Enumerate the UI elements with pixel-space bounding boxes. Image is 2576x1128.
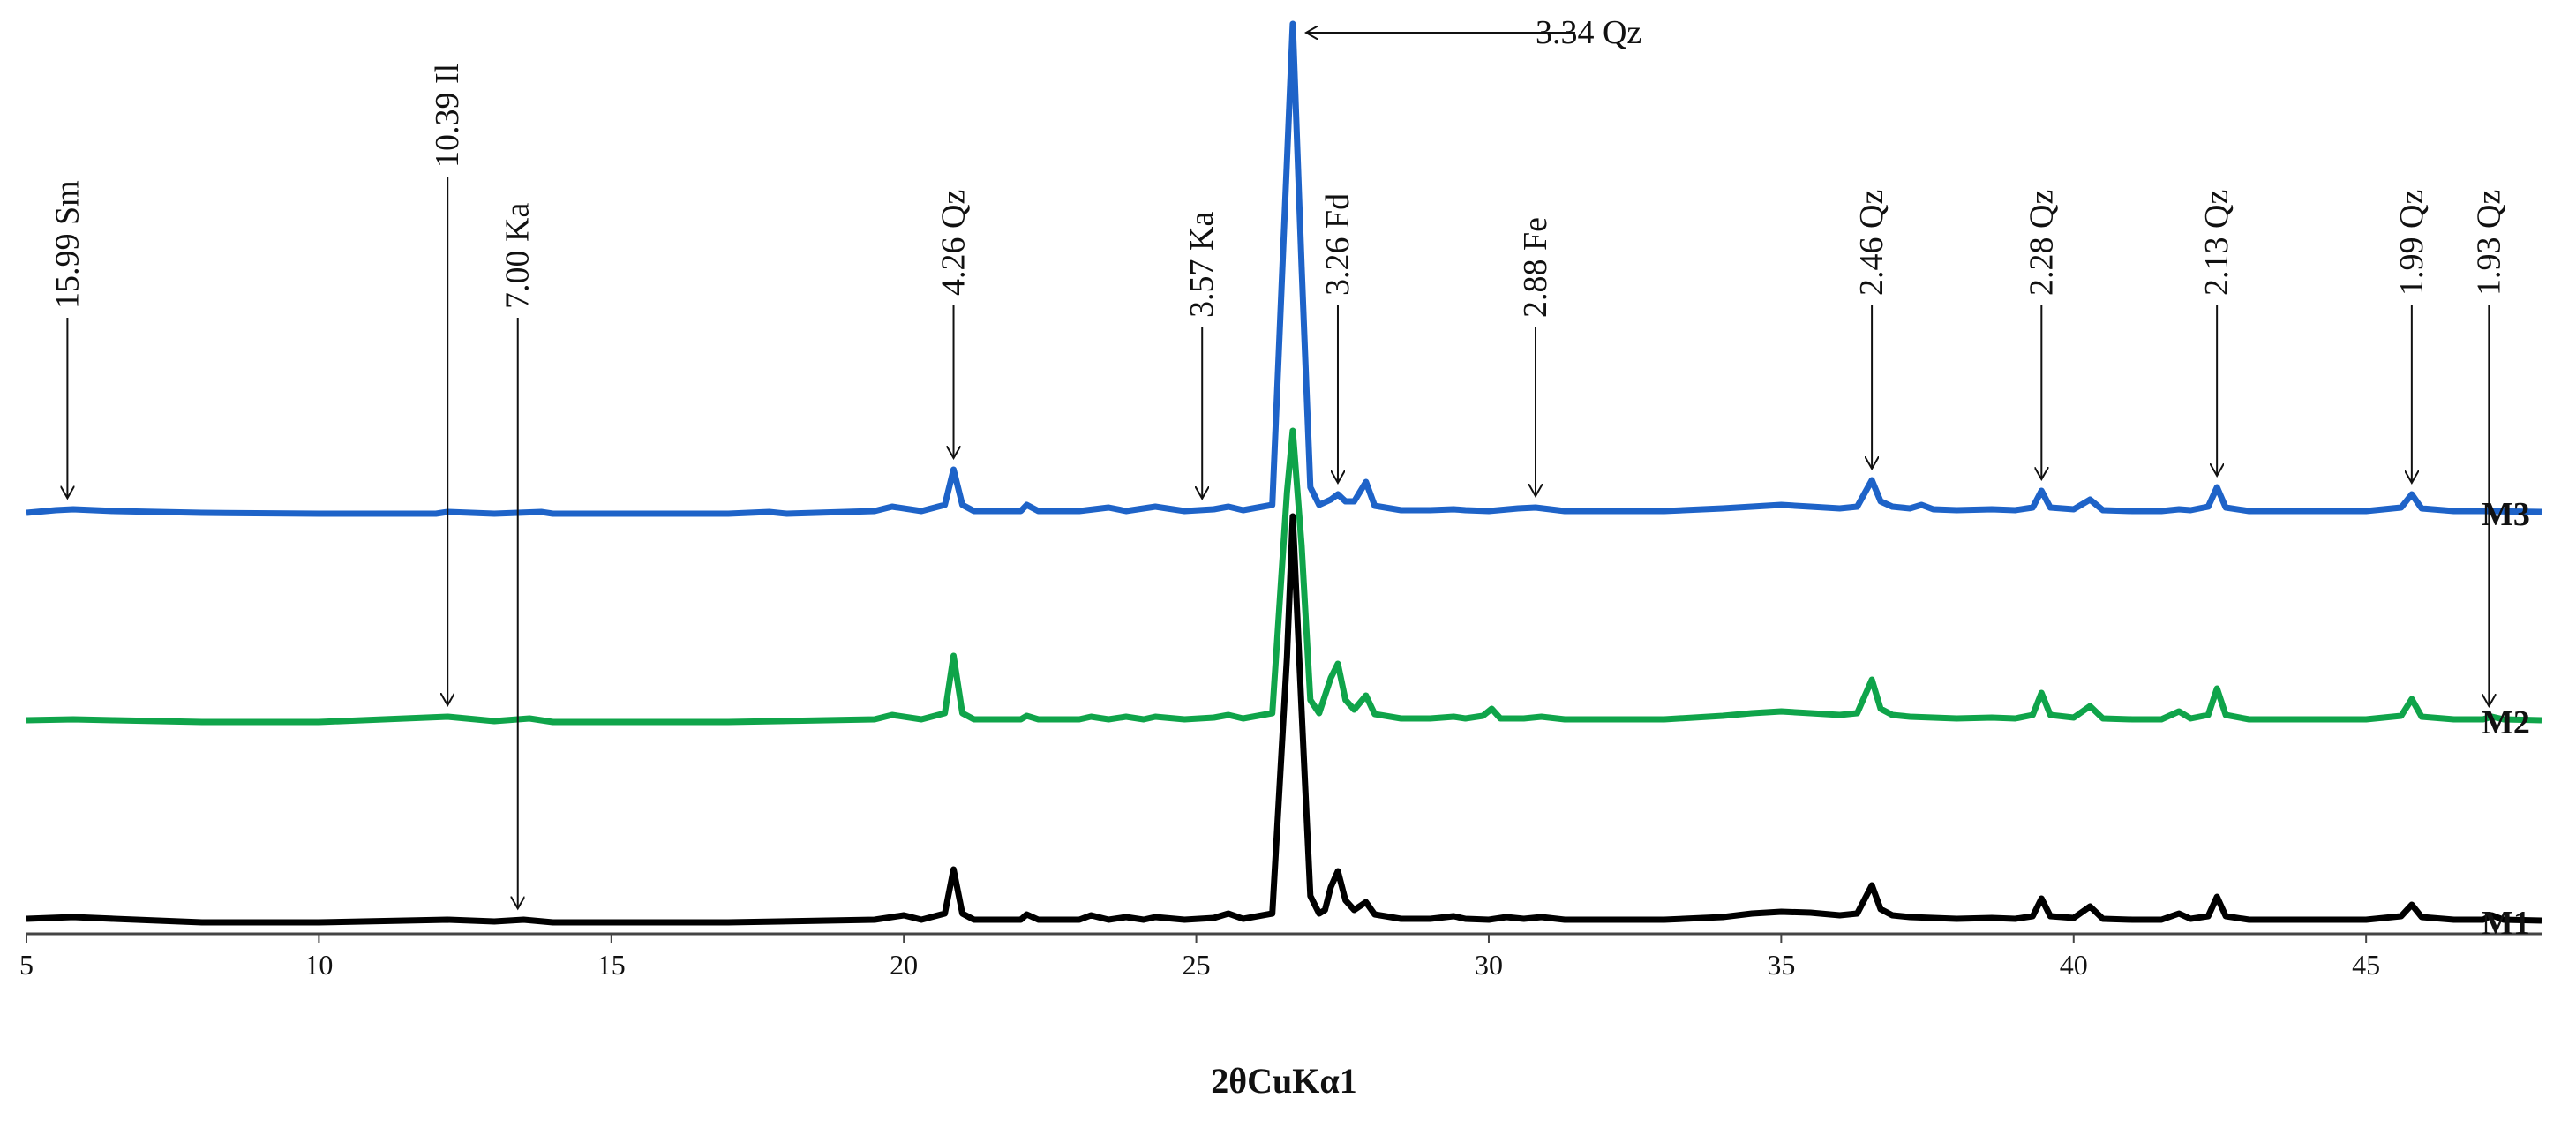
annotation-label: 3.34 Qz xyxy=(1536,14,1641,51)
peak-annotation: 7.00 Ka xyxy=(499,203,537,908)
series-line-m2 xyxy=(26,427,2542,726)
series-line-m3 xyxy=(26,20,2542,517)
peak-annotation: 1.93 Qz xyxy=(2470,190,2507,705)
x-tick-label: 45 xyxy=(2352,949,2380,981)
peak-annotation: 3.26 Fd xyxy=(1319,193,1356,482)
annotation-label: 4.26 Qz xyxy=(935,190,973,296)
x-tick-label: 30 xyxy=(1475,949,1503,981)
annotation-label: 3.26 Fd xyxy=(1319,193,1356,296)
peak-annotation: 10.39 Il xyxy=(429,64,466,704)
annotation-label: 2.88 Fe xyxy=(1517,217,1554,318)
annotation-label: 1.93 Qz xyxy=(2470,190,2507,296)
x-tick-label: 40 xyxy=(2060,949,2088,981)
annotation-label: 15.99 Sm xyxy=(49,180,86,309)
annotation-label: 2.13 Qz xyxy=(2198,190,2235,296)
series-label-m2: M2 xyxy=(2482,704,2530,741)
annotation-label: 7.00 Ka xyxy=(499,203,537,309)
x-axis: 5 10 15 20 25 30 35 40 45 xyxy=(19,932,2542,981)
peak-annotation: 2.88 Fe xyxy=(1517,217,1554,495)
annotation-label: 10.39 Il xyxy=(429,64,466,168)
annotation-label: 2.46 Qz xyxy=(1853,190,1890,296)
peak-annotation: 3.34 Qz xyxy=(1307,14,1641,51)
x-tick-label: 5 xyxy=(19,949,34,981)
x-axis-title: 2θCuKα1 xyxy=(1211,1061,1356,1101)
x-tick-label: 35 xyxy=(1767,949,1795,981)
peak-annotation: 2.28 Qz xyxy=(2023,190,2060,478)
x-tick-label: 25 xyxy=(1183,949,1211,981)
peak-annotation: 3.57 Ka xyxy=(1183,212,1220,498)
annotation-label: 1.99 Qz xyxy=(2393,190,2430,296)
series-label-m1: M1 xyxy=(2482,905,2530,942)
peak-annotation: 4.26 Qz xyxy=(935,190,973,457)
x-tick-label: 10 xyxy=(304,949,333,981)
series-label-m3: M3 xyxy=(2482,496,2530,533)
annotation-label: 2.28 Qz xyxy=(2023,190,2060,296)
peak-annotation: 2.46 Qz xyxy=(1853,190,1890,468)
peak-annotation: 1.99 Qz xyxy=(2393,190,2430,482)
x-tick-label: 20 xyxy=(890,949,918,981)
series-label-layer: M1 M2 M3 xyxy=(2482,496,2530,942)
x-tick-label: 15 xyxy=(597,949,626,981)
series-line-m1 xyxy=(26,513,2542,926)
series-layer xyxy=(26,20,2542,926)
annotation-label: 3.57 Ka xyxy=(1183,212,1220,318)
peak-annotation: 15.99 Sm xyxy=(49,180,86,497)
peak-annotation: 2.13 Qz xyxy=(2198,190,2235,475)
annotation-layer: 15.99 Sm 10.39 Il 7.00 Ka 4.26 Qz 3.57 Ka 3.2… xyxy=(49,14,2507,907)
